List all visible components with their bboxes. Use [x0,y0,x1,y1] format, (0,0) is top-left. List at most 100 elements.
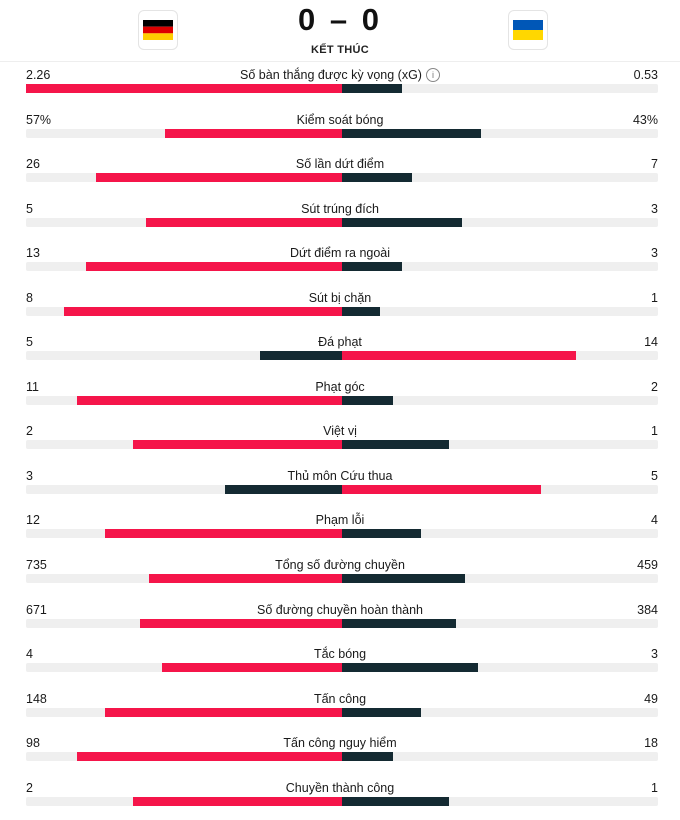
ukraine-flag-icon [508,10,548,50]
home-bar [105,707,342,717]
stat-away-value: 0.53 [633,68,658,82]
home-bar [165,128,342,138]
stat-away-value: 14 [644,335,658,350]
stat-bar-track [26,84,658,93]
stat-bar-track [26,707,658,717]
stat-home-value: 11 [26,379,39,394]
stat-row: 671 Số đường chuyền hoàn thành 384 [0,597,680,642]
stat-label-text: Thủ môn Cứu thua [287,468,393,483]
stats-list: 2.26 Số bàn thắng được kỳ vọng (xG) i 0.53 5… [0,62,680,819]
away-bar [342,84,402,93]
stat-home-value: 98 [26,736,40,751]
stat-label-text: Tắc bóng [313,647,367,662]
stat-label-text: Đá phạt [318,335,362,350]
stat-home-value: 671 [26,602,47,617]
stat-bar-track [26,351,658,361]
away-bar [342,752,393,762]
stat-away-value: 3 [651,201,658,216]
stat-label: Tắc bóng [120,646,560,662]
stat-row: 2.26 Số bàn thắng được kỳ vọng (xG) i 0.53 [0,62,680,107]
away-bar [342,574,465,584]
stat-away-value: 49 [644,691,658,706]
away-bar [342,663,478,673]
stat-home-value: 2 [26,780,33,795]
stat-label-text: Số lần dứt điểm [295,157,385,172]
stat-label: Việt vị [120,423,560,439]
home-score: 0 [298,2,319,37]
stat-label: Phạm lỗi [120,512,560,528]
stat-label: Tổng số đường chuyền [120,557,560,573]
match-header: 0 – 0 KẾT THÚC [0,0,680,62]
stat-home-value: 5 [26,201,33,216]
stat-label-text: Số đường chuyền hoàn thành [257,602,423,617]
home-bar [133,440,342,450]
home-bar [64,306,342,316]
stat-row: 5 Sút trúng đích 3 [0,196,680,241]
stat-label: Đá phạt [120,334,560,350]
home-bar [162,663,342,673]
home-bar [86,262,342,272]
stat-label-text: Chuyền thành công [285,780,395,795]
stat-bar-track [26,529,658,539]
stat-away-value: 4 [651,513,658,528]
stat-bar-track [26,217,658,227]
stat-away-value: 1 [651,424,658,439]
stat-home-value: 4 [26,647,33,662]
stat-label: Số lần dứt điểm [120,156,560,172]
stat-away-value: 459 [637,558,658,573]
stat-row: 4 Tắc bóng 3 [0,641,680,686]
home-bar [105,529,342,539]
stat-bar-track [26,262,658,272]
stat-label-text: Kiểm soát bóng [296,112,384,127]
away-bar [342,618,456,628]
stat-label-text: Tấn công nguy hiểm [283,736,397,751]
stat-label-text: Tổng số đường chuyền [275,558,405,573]
stat-home-value: 8 [26,290,33,305]
header-divider [0,61,680,62]
stat-bar-track [26,306,658,316]
stat-label: Tấn công nguy hiểm [120,735,560,751]
stat-bar-track [26,663,658,673]
home-bar [225,484,342,494]
away-bar [342,173,412,183]
stat-home-value: 12 [26,513,40,528]
stat-label: Tấn công [120,691,560,707]
away-bar [342,217,462,227]
home-bar [26,84,342,93]
home-bar [146,217,342,227]
stat-label: Thủ môn Cứu thua [120,468,560,484]
stat-label-text: Việt vị [323,424,357,439]
stat-row: 13 Dứt điểm ra ngoài 3 [0,240,680,285]
home-bar [77,395,342,405]
stat-label: Kiểm soát bóng [120,112,560,128]
stat-label-text: Số bàn thắng được kỳ vọng (xG) [240,68,422,82]
stat-away-value: 3 [651,246,658,261]
away-bar [342,440,449,450]
away-bar [342,395,393,405]
stat-label-text: Phạt góc [315,379,365,394]
stat-away-value: 43% [632,112,658,127]
stat-row: 5 Đá phạt 14 [0,329,680,374]
away-bar [342,484,541,494]
info-icon[interactable]: i [425,68,440,82]
stat-label: Số đường chuyền hoàn thành [120,602,560,618]
score: 0 – 0 [0,2,680,38]
stat-away-value: 1 [651,780,658,795]
stat-row: 2 Việt vị 1 [0,418,680,463]
home-bar [149,574,342,584]
home-bar [77,752,342,762]
stat-home-value: 3 [26,468,33,483]
stat-bar-track [26,796,658,806]
stat-label: Phạt góc [120,379,560,395]
stat-bar-track [26,173,658,183]
stat-away-value: 5 [651,468,658,483]
stat-label: Dứt điểm ra ngoài [120,245,560,261]
germany-flag-icon [138,10,178,50]
stat-bar-track [26,574,658,584]
away-bar [342,262,402,272]
away-bar [342,707,421,717]
stat-home-value: 2.26 [26,68,51,82]
stat-home-value: 57% [26,112,52,127]
stat-label: Sút trúng đích [120,201,560,217]
stat-label-text: Dứt điểm ra ngoài [289,246,391,261]
